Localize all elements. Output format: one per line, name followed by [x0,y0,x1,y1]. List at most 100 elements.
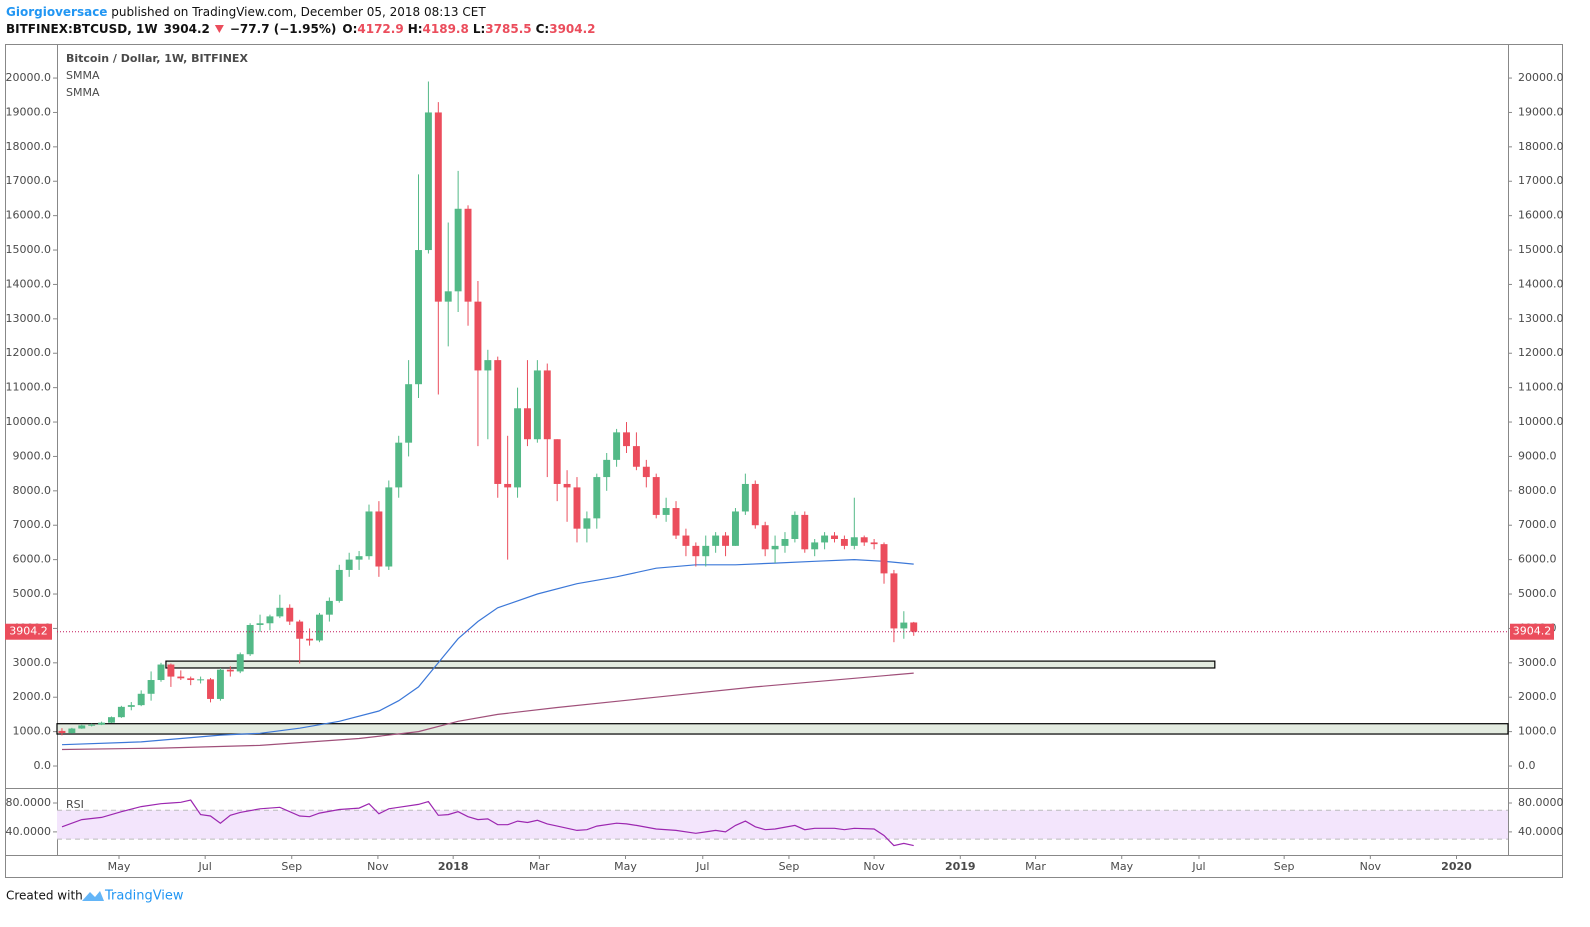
rsi-tick-label: 40.0000 [6,825,52,838]
rsi-label: RSI [66,798,84,811]
y-tick-label: 16000.0 [1518,209,1564,222]
candle-body [454,208,462,292]
y-tick-label: 7000.0 [13,518,52,531]
chart-frame [5,44,1563,878]
h-value: 4189.8 [423,22,469,36]
candle-body [434,112,442,302]
x-tick-label: Sep [779,860,800,873]
y-tick-label: 14000.0 [1518,277,1564,290]
y-tick-label: 0.0 [34,759,52,772]
candle-body [405,384,413,443]
y-tick-label: 9000.0 [1518,449,1557,462]
author[interactable]: Giorgioversace [6,5,107,19]
x-tick-label: 2019 [945,860,976,873]
rsi-tick-label: 80.0000 [1518,796,1564,809]
candle-body [672,508,680,536]
candle-body [137,693,145,706]
candle-body [890,573,898,629]
candle-body [385,487,393,567]
candle-body [722,535,730,546]
legend-entry: SMMA [66,86,100,99]
y-tick-label: 17000.0 [1518,174,1564,187]
y-tick-label: 10000.0 [6,415,52,428]
candle-body [256,623,264,625]
candle-body [573,487,581,529]
o-label: O: [342,22,357,36]
c-value: 3904.2 [549,22,595,36]
candle-body [345,559,353,570]
candle-body [840,538,848,546]
brand-logo [82,891,104,901]
y-tick-label: 8000.0 [13,484,52,497]
candle-body [276,607,284,617]
candle-body [484,360,492,371]
candle-body [444,291,452,302]
candle-body [870,542,878,545]
candle-body [741,483,749,512]
price-label-box [1510,623,1554,640]
o-value: 4172.9 [357,22,403,36]
y-tick-label: 19000.0 [6,105,52,118]
last-price: 3904.2 [164,22,210,36]
candle-body [286,607,294,622]
candle-body [702,545,710,557]
candle-body [117,706,125,718]
x-tick-label: Nov [863,860,885,873]
candle-body [266,616,274,624]
y-tick-label: 20000.0 [1518,71,1564,84]
candle-body [187,678,195,681]
candle-body [642,466,650,478]
y-tick-label: 2000.0 [13,690,52,703]
candle-body [226,669,234,672]
x-tick-label: May [108,860,131,873]
y-tick-label: 14000.0 [6,277,52,290]
x-tick-label: May [614,860,637,873]
candle-body [831,535,838,539]
y-tick-label: 1000.0 [13,725,52,738]
candle-body [751,483,759,526]
candle-body [127,705,135,707]
y-tick-label: 12000.0 [6,346,52,359]
y-tick-label: 9000.0 [13,449,52,462]
candle-body [632,446,640,467]
candle-body [424,112,432,251]
y-tick-label: 3000.0 [1518,656,1557,669]
x-tick-label: Nov [1360,860,1382,873]
candle-body [543,370,551,440]
footer-text: Created with [6,889,83,903]
candle-body [523,408,531,440]
y-tick-label: 10000.0 [1518,415,1564,428]
y-tick-label: 17000.0 [6,174,52,187]
chart-title: Bitcoin / Dollar, 1W, BITFINEX [66,52,248,65]
candle-body [207,679,214,699]
candle-body [682,535,690,546]
candle-body [355,556,363,560]
candle-body [731,511,739,546]
candle-body [216,669,224,699]
footer-brand[interactable]: TradingView [104,889,184,904]
y-tick-label: 8000.0 [1518,484,1557,497]
candle-body [761,525,769,550]
candle-body [415,250,422,385]
candle-body [494,360,502,484]
candle-body [603,459,611,478]
candle-body [167,664,175,677]
y-tick-label: 2000.0 [1518,690,1557,703]
y-tick-label: 15000.0 [1518,243,1564,256]
y-tick-label: 1000.0 [1518,725,1557,738]
candle-body [157,664,165,681]
candle-body [613,432,621,460]
rsi-tick-label: 80.0000 [6,796,52,809]
change: −77.7 (−1.95%) [230,22,337,36]
price-label-box [5,623,52,640]
rsi-band [57,810,1508,840]
y-tick-label: 18000.0 [1518,140,1564,153]
y-tick-label: 0.0 [1518,759,1536,772]
candle-body [811,542,819,550]
x-tick-label: Mar [1025,860,1046,873]
y-tick-label: 12000.0 [1518,346,1564,359]
candle-body [296,621,304,639]
candle-body [464,208,472,302]
candle-body [325,600,333,615]
